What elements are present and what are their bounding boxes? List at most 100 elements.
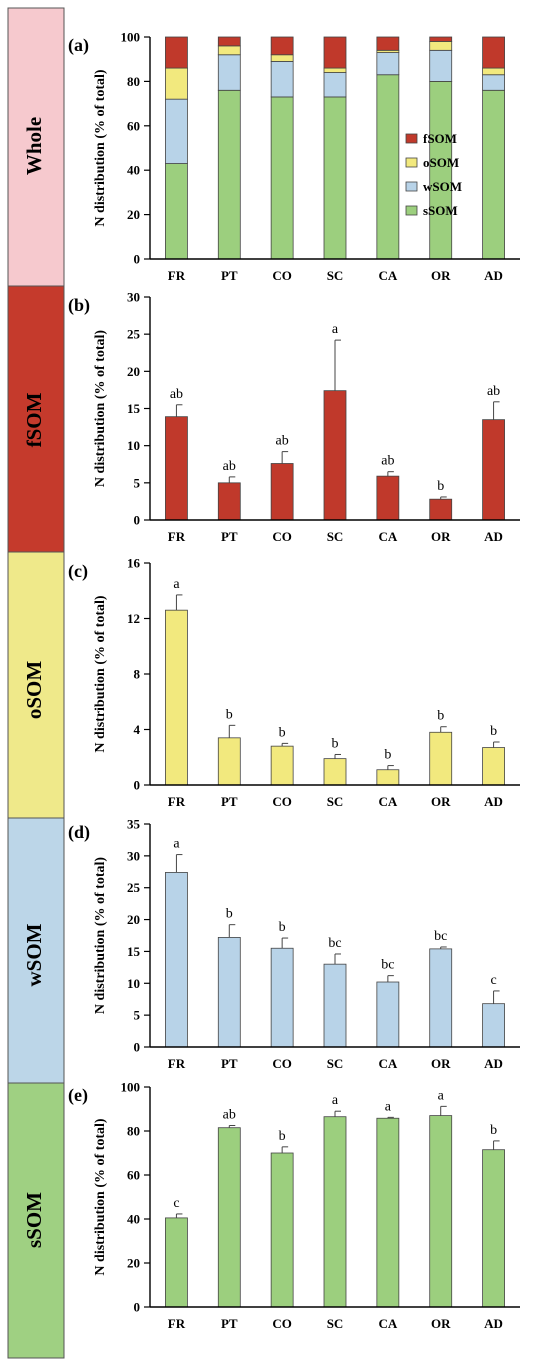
y-tick-label: 25 bbox=[127, 880, 141, 895]
y-axis-title: N distribution (% of total) bbox=[93, 69, 108, 226]
significance-letter: c bbox=[490, 973, 496, 988]
significance-letter: a bbox=[438, 1088, 445, 1103]
bar-pt bbox=[217, 737, 241, 786]
bar-ca bbox=[376, 769, 400, 786]
band-fsom bbox=[7, 285, 65, 553]
significance-letter: ab bbox=[170, 387, 183, 402]
y-tick-label: 10 bbox=[127, 976, 140, 991]
panel-letter: (c) bbox=[68, 561, 88, 582]
y-tick-label: 0 bbox=[134, 252, 141, 267]
bar-or bbox=[429, 1115, 453, 1308]
bar-ca bbox=[376, 1117, 400, 1308]
bar-osom-co bbox=[270, 54, 294, 62]
bar-co bbox=[270, 745, 294, 786]
bar-wsom-or bbox=[429, 49, 453, 82]
x-tick-label-or: OR bbox=[431, 268, 451, 283]
side-label-bands: Whole fSOM oSOM wSOM sSOM bbox=[7, 7, 65, 1359]
y-tick-label: 20 bbox=[127, 912, 140, 927]
legend-label-wsom: wSOM bbox=[423, 179, 462, 194]
x-tick-label-sc: SC bbox=[327, 794, 344, 809]
x-tick-label-ad: AD bbox=[484, 1316, 503, 1331]
y-tick-label: 0 bbox=[134, 778, 141, 793]
panel-1: (a) N distribution (% of total) 0 20 40 60 80 1… bbox=[68, 30, 520, 283]
bar-fr bbox=[165, 1217, 188, 1308]
panel-3: (c) N distribution (% of total) 0 4 8 12 16 a b b… bbox=[68, 556, 520, 809]
bar-fsom-co bbox=[270, 36, 294, 56]
bar-fsom-ad bbox=[482, 36, 505, 69]
y-tick-label: 16 bbox=[127, 556, 141, 571]
bar-ssom-ca bbox=[376, 74, 400, 260]
significance-letter: bc bbox=[434, 929, 447, 944]
x-tick-label-sc: SC bbox=[327, 529, 344, 544]
significance-letter: a bbox=[332, 322, 339, 337]
x-tick-label-ad: AD bbox=[484, 794, 503, 809]
significance-letter: a bbox=[173, 577, 180, 592]
y-tick-label: 10 bbox=[127, 438, 140, 453]
y-axis-title: N distribution (% of total) bbox=[93, 857, 108, 1014]
x-tick-label-ca: CA bbox=[378, 1316, 397, 1331]
bar-osom-ad bbox=[482, 67, 505, 76]
x-tick-label-ad: AD bbox=[484, 268, 503, 283]
y-tick-label: 5 bbox=[134, 475, 141, 490]
y-axis-title: N distribution (% of total) bbox=[93, 330, 108, 487]
y-tick-label: 40 bbox=[127, 163, 140, 178]
y-tick-label: 80 bbox=[127, 1124, 140, 1139]
x-tick-label-sc: SC bbox=[327, 1056, 344, 1071]
bar-ad bbox=[482, 1003, 505, 1048]
panel-letter: (e) bbox=[68, 1085, 88, 1106]
significance-letter: ab bbox=[381, 454, 394, 469]
side-label-wsom: wSOM bbox=[22, 923, 46, 986]
x-tick-label-pt: PT bbox=[221, 1056, 238, 1071]
bar-osom-sc bbox=[323, 67, 347, 73]
side-label-osom: oSOM bbox=[22, 661, 46, 720]
x-tick-label-ca: CA bbox=[378, 529, 397, 544]
bar-fsom-pt bbox=[217, 36, 241, 47]
significance-letter: b bbox=[437, 479, 444, 494]
significance-letter: ab bbox=[223, 459, 236, 474]
side-label-fsom: fSOM bbox=[22, 392, 46, 447]
x-tick-label-pt: PT bbox=[221, 268, 238, 283]
y-tick-label: 20 bbox=[127, 364, 140, 379]
significance-letter: b bbox=[490, 724, 497, 739]
bar-or bbox=[429, 731, 453, 786]
x-tick-label-co: CO bbox=[272, 1056, 292, 1071]
bar-ssom-or bbox=[429, 81, 453, 260]
y-tick-label: 12 bbox=[127, 611, 140, 626]
bar-wsom-pt bbox=[217, 54, 241, 91]
significance-letter: a bbox=[332, 1093, 339, 1108]
bar-pt bbox=[217, 937, 241, 1048]
bar-ad bbox=[482, 1149, 505, 1308]
chart-panels: (a)N distribution (% of total)0204060801… bbox=[68, 30, 520, 1331]
panel-5: (e) N distribution (% of total) 0 20 40 60 80 1… bbox=[68, 1080, 520, 1331]
x-tick-label-fr: FR bbox=[168, 268, 186, 283]
y-tick-label: 5 bbox=[134, 1008, 141, 1023]
bar-sc bbox=[323, 758, 347, 786]
bar-sc bbox=[323, 963, 347, 1048]
significance-letter: a bbox=[173, 837, 180, 852]
bar-ssom-fr bbox=[165, 163, 188, 260]
y-axis-title: N distribution (% of total) bbox=[93, 595, 108, 752]
x-tick-label-fr: FR bbox=[168, 1316, 186, 1331]
x-tick-label-ca: CA bbox=[378, 1056, 397, 1071]
x-tick-label-or: OR bbox=[431, 794, 451, 809]
x-tick-label-or: OR bbox=[431, 1056, 451, 1071]
significance-letter: bc bbox=[328, 936, 341, 951]
bar-wsom-ad bbox=[482, 74, 505, 91]
x-tick-label-or: OR bbox=[431, 529, 451, 544]
y-tick-label: 60 bbox=[127, 118, 140, 133]
y-tick-label: 0 bbox=[134, 513, 141, 528]
legend-label-ssom: sSOM bbox=[423, 203, 458, 218]
y-tick-label: 100 bbox=[121, 30, 141, 45]
significance-letter: b bbox=[490, 1123, 497, 1138]
significance-letter: ab bbox=[487, 384, 500, 399]
significance-letter: b bbox=[384, 748, 391, 763]
bar-fr bbox=[165, 416, 188, 521]
y-tick-label: 15 bbox=[127, 944, 141, 959]
y-tick-label: 100 bbox=[121, 1080, 141, 1095]
legend-swatch-fsom bbox=[405, 133, 418, 144]
y-tick-label: 0 bbox=[134, 1040, 141, 1055]
bar-or bbox=[429, 498, 453, 521]
x-tick-label-co: CO bbox=[272, 1316, 292, 1331]
bar-ssom-sc bbox=[323, 96, 347, 260]
